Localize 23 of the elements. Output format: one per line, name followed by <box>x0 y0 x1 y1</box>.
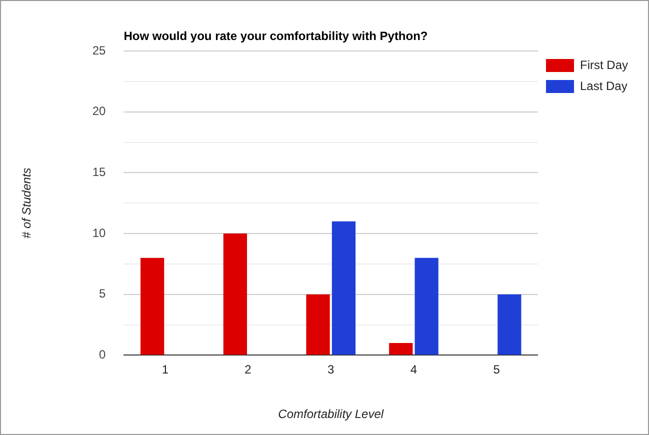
legend-label: Last Day <box>580 78 628 93</box>
bar <box>498 294 522 355</box>
bar <box>140 258 164 355</box>
y-tick-label: 0 <box>99 348 106 362</box>
bar <box>414 258 438 355</box>
y-tick-label: 20 <box>92 104 106 118</box>
x-tick-label: 4 <box>410 362 418 377</box>
x-tick-label: 3 <box>328 362 335 377</box>
y-axis-title: # of Students <box>20 168 34 238</box>
chart-title: How would you rate your comfortability with Python? <box>124 29 428 43</box>
y-tick-label: 15 <box>92 164 106 179</box>
bar <box>332 221 356 355</box>
x-tick-label: 5 <box>493 362 500 377</box>
y-tick-label: 25 <box>92 43 106 58</box>
bar <box>306 294 330 355</box>
x-tick-label: 1 <box>162 362 169 377</box>
bar <box>389 343 413 355</box>
x-tick-label: 2 <box>244 362 252 377</box>
bar <box>223 234 247 355</box>
x-axis-title: Comfortability Level <box>278 407 384 422</box>
y-tick-label: 10 <box>92 226 106 240</box>
legend-label: First Day <box>580 58 628 72</box>
y-tick-label: 5 <box>99 286 106 301</box>
